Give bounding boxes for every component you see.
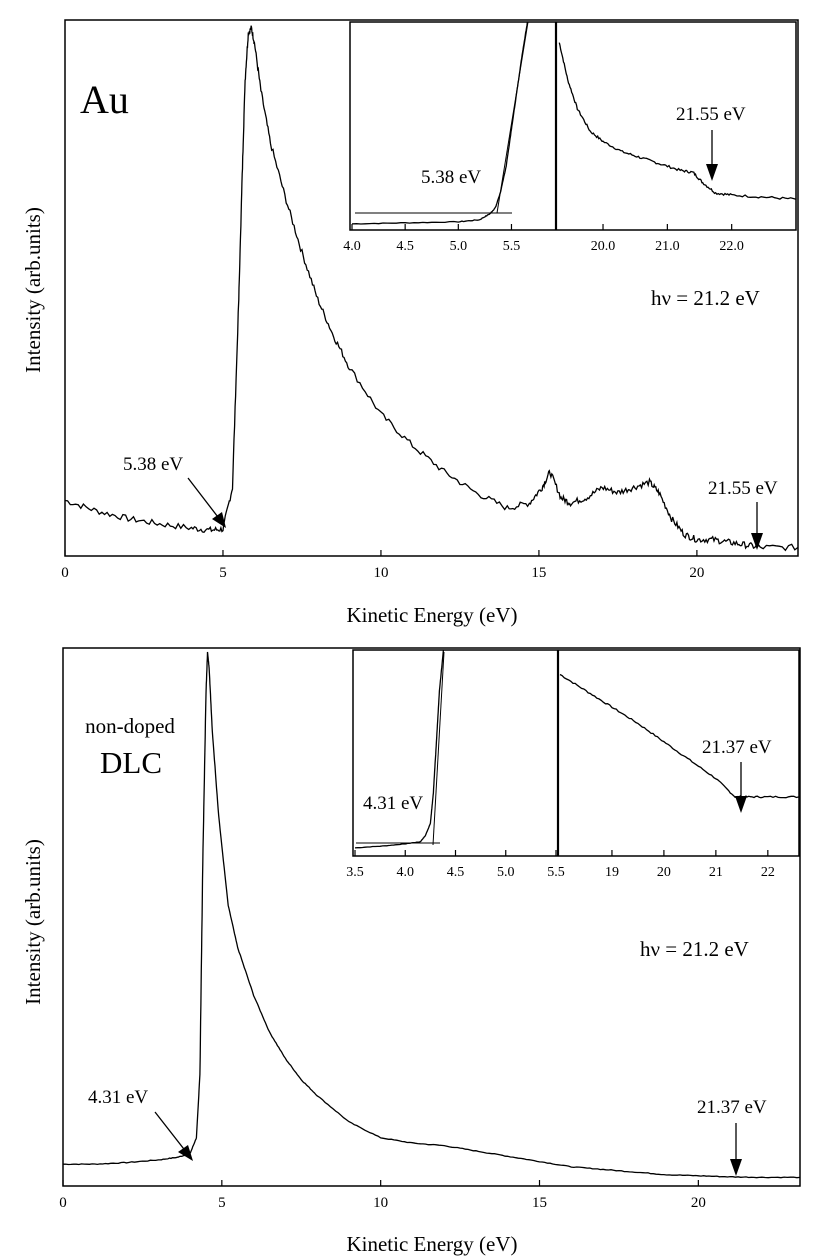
dlc-x-ticks: 0 5 10 15 20 [59,1180,706,1211]
au-cutoff-annotation: 21.55 eV [708,478,778,499]
dlc-inset-left-x-tick-label: 4.5 [447,865,465,880]
dlc-inset-right-x-tick-label: 22 [761,865,775,880]
au-panel: 0 5 10 15 20 Au hν = 21.2 eV Kinetic Energy … [21,19,799,627]
dlc-cutoff-arrowhead [730,1159,742,1176]
au-inset-left-ticks: 4.0 4.5 5.0 5.5 [343,224,520,254]
dlc-y-axis-label: Intensity (arb.units) [21,839,45,1005]
dlc-x-tick-label: 10 [373,1195,388,1211]
au-photon-energy: hν = 21.2 eV [651,286,760,310]
dlc-panel: 0 5 10 15 20 non-doped DLC hν = 21.2 eV Kine… [21,647,801,1256]
au-inset-left-annotation: 5.38 eV [421,167,481,188]
dlc-plot-frame [62,647,801,1187]
dlc-inset: 3.5 4.0 4.5 5.0 5.5 19 20 21 22 4.31 eV 21.37 e… [346,649,800,880]
dlc-inset-right-annotation: 21.37 eV [702,737,772,758]
dlc-x-tick-label: 0 [59,1195,67,1211]
au-inset-edge-fit [496,21,529,214]
au-inset-right-x-tick-label: 22.0 [719,239,744,254]
dlc-x-tick-label: 5 [218,1195,226,1211]
dlc-inset-left-x-tick-label: 4.0 [397,865,415,880]
dlc-photon-energy: hν = 21.2 eV [640,937,749,961]
dlc-inset-left-x-tick-label: 3.5 [346,865,364,880]
au-inset-left-x-tick-label: 5.0 [450,239,468,254]
dlc-onset-arrowhead [178,1145,193,1161]
au-x-tick-label: 10 [373,565,388,581]
dlc-inset-right-x-tick-label: 20 [657,865,671,880]
dlc-inset-right-ticks: 19 20 21 22 [605,850,775,880]
dlc-inset-right-x-tick-label: 21 [709,865,723,880]
dlc-cutoff-annotation: 21.37 eV [697,1097,767,1118]
au-inset-right-line [558,42,797,200]
dlc-inset-right-line [559,673,800,799]
au-inset-left-x-tick-label: 5.5 [503,239,521,254]
au-x-tick-label: 20 [689,565,704,581]
dlc-inset-edge-fit [432,651,445,846]
au-inset-right-arrowhead [706,164,718,181]
dlc-onset-arrow [154,1111,188,1154]
dlc-x-tick-label: 15 [532,1195,547,1211]
dlc-panel-label-line2: DLC [100,745,162,780]
au-spectrum-line [64,25,799,552]
au-y-axis-label: Intensity (arb.units) [21,207,45,373]
dlc-inset-right-x-tick-label: 19 [605,865,619,880]
au-x-ticks: 0 5 10 15 20 [61,550,704,581]
au-inset-right-x-tick-label: 21.0 [655,239,680,254]
au-inset-right-ticks: 20.0 21.0 22.0 [591,224,744,254]
dlc-spectrum-line [62,651,801,1179]
au-inset-left-x-tick-label: 4.0 [343,239,361,254]
dlc-onset-annotation: 4.31 eV [88,1087,148,1108]
au-inset: 4.0 4.5 5.0 5.5 20.0 21.0 22.0 5.38 eV 21.55 … [343,21,797,254]
dlc-x-tick-label: 20 [691,1195,706,1211]
dlc-inset-left-ticks: 3.5 4.0 4.5 5.0 5.5 [346,850,565,880]
dlc-panel-label-line1: non-doped [85,714,175,738]
au-inset-frame [349,21,797,231]
au-inset-left-x-tick-label: 4.5 [396,239,414,254]
au-panel-label: Au [80,77,129,122]
au-onset-annotation: 5.38 eV [123,454,183,475]
dlc-inset-left-x-tick-label: 5.5 [547,865,565,880]
au-inset-right-x-tick-label: 20.0 [591,239,616,254]
au-x-tick-label: 0 [61,565,69,581]
au-x-axis-label: Kinetic Energy (eV) [346,603,517,627]
dlc-inset-left-annotation: 4.31 eV [363,793,423,814]
au-inset-right-annotation: 21.55 eV [676,104,746,125]
au-plot-frame [64,19,799,557]
dlc-inset-left-line [354,649,445,849]
dlc-inset-right-arrowhead [735,796,747,813]
au-cutoff-arrowhead [751,533,763,550]
au-onset-arrowhead [212,512,226,528]
au-x-tick-label: 5 [219,565,227,581]
au-x-tick-label: 15 [531,565,546,581]
dlc-x-axis-label: Kinetic Energy (eV) [346,1232,517,1256]
dlc-inset-left-x-tick-label: 5.0 [497,865,515,880]
au-onset-arrow [187,477,222,522]
